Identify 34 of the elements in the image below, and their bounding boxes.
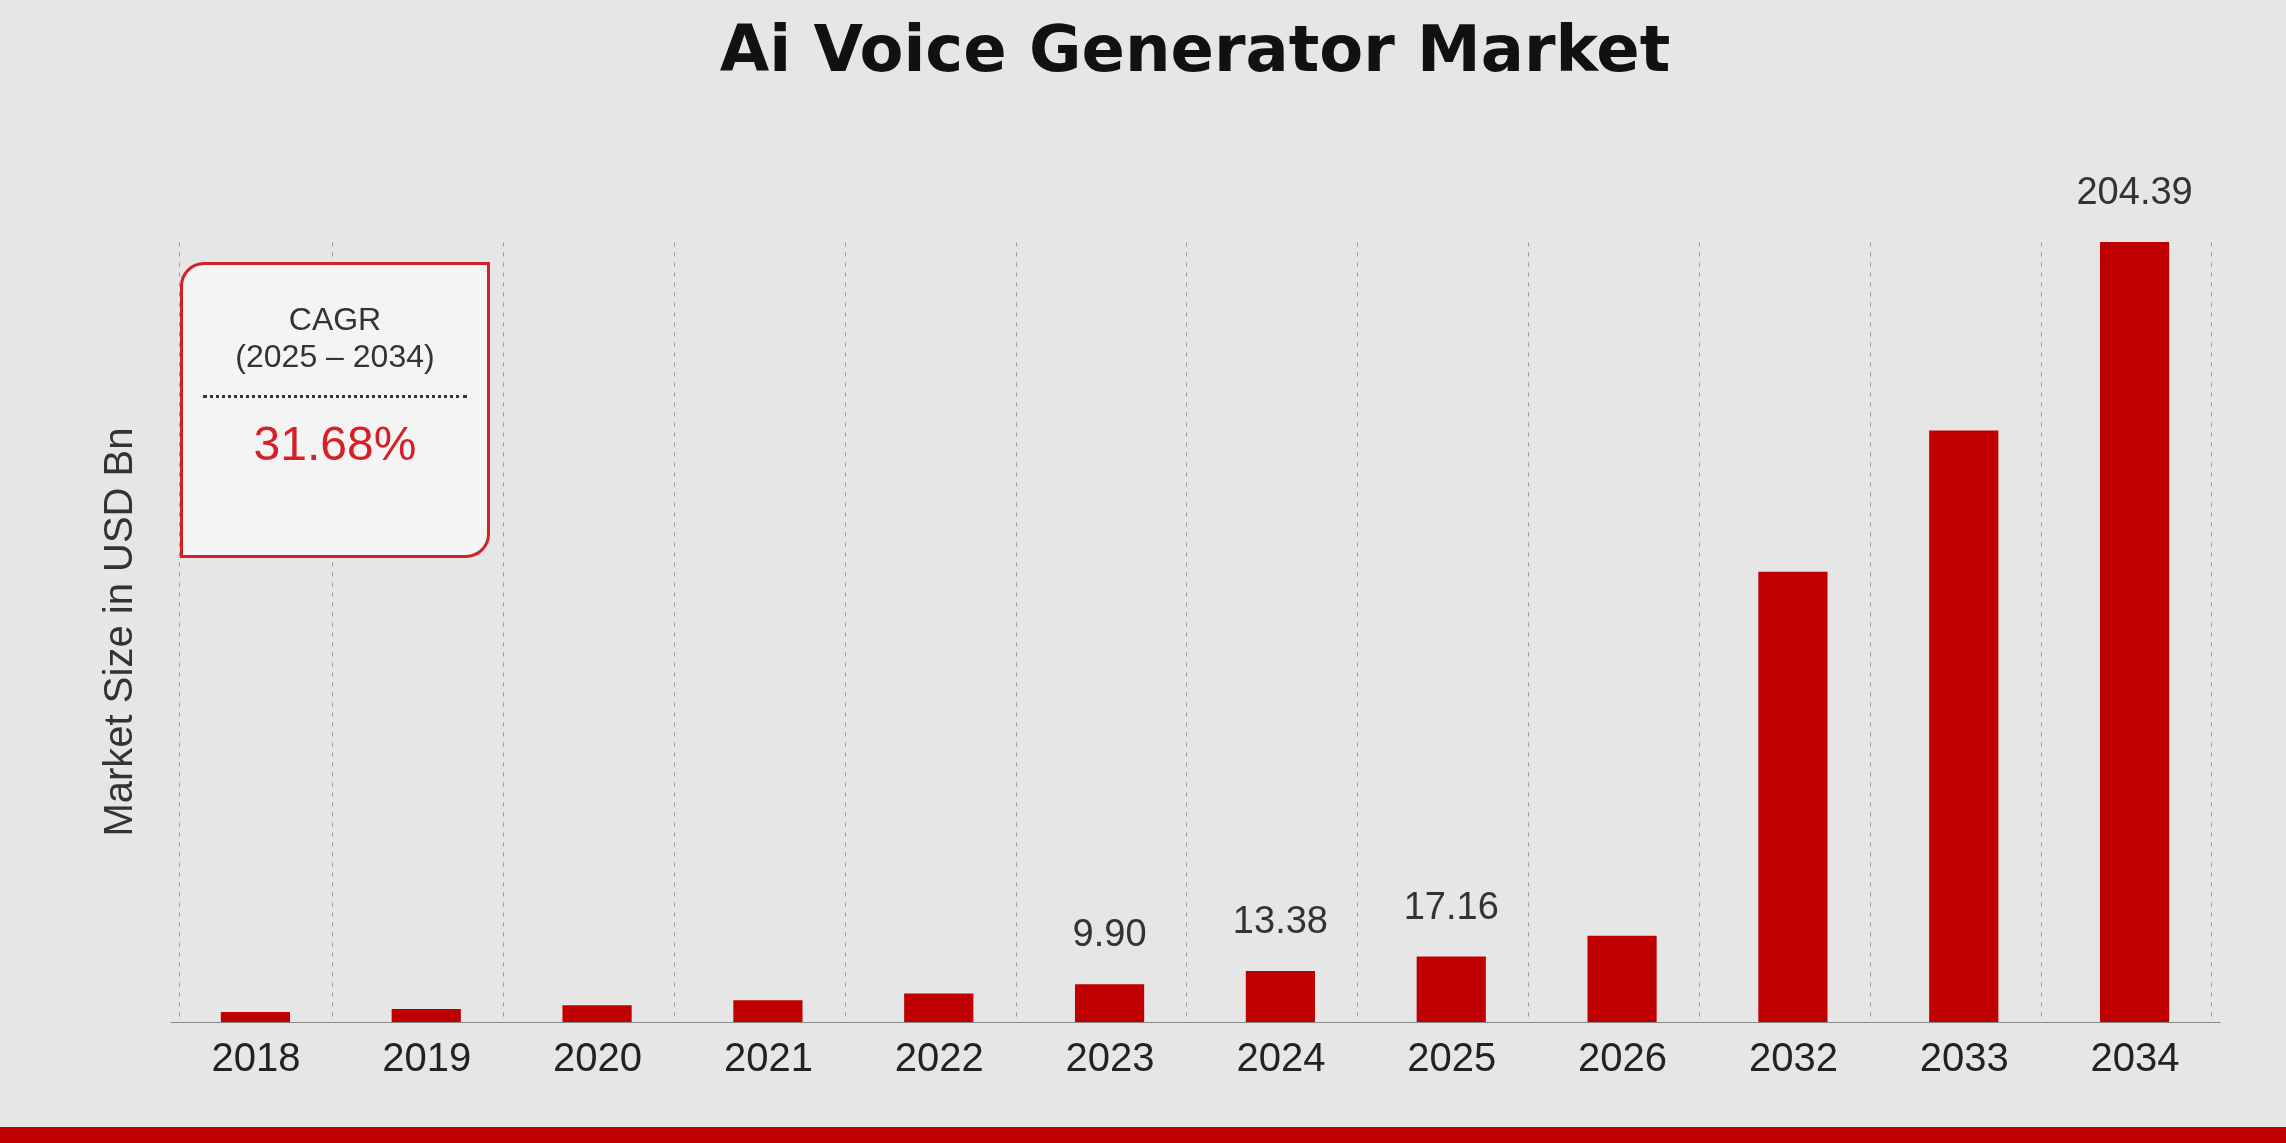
bar bbox=[220, 1012, 291, 1022]
x-tick-label: 2020 bbox=[553, 1034, 643, 1079]
chart-title: Ai Voice Generator Market bbox=[719, 12, 1671, 86]
bar bbox=[733, 1000, 803, 1022]
bar bbox=[2099, 242, 2170, 1022]
x-tick-label: 2033 bbox=[1919, 1034, 2009, 1079]
x-tick-label: 2024 bbox=[1236, 1034, 1326, 1079]
y-axis-title: Market Size in USD Bn bbox=[96, 427, 140, 837]
x-tick-label: 2023 bbox=[1065, 1034, 1155, 1079]
bar bbox=[1929, 430, 1999, 1022]
bar bbox=[562, 1005, 632, 1022]
bar bbox=[1245, 970, 1316, 1022]
annotation: (2025 – 2034) bbox=[234, 338, 436, 375]
data-label: 13.38 bbox=[1232, 898, 1328, 941]
bar bbox=[1416, 956, 1486, 1022]
x-tick-label: 2018 bbox=[211, 1034, 301, 1079]
x-tick-label: 2034 bbox=[2090, 1034, 2180, 1079]
callout-card: CAGR (2025 – 2034) 31.68% bbox=[180, 262, 490, 558]
x-tick-label: 2026 bbox=[1578, 1034, 1668, 1079]
x-tick-label: 2025 bbox=[1407, 1034, 1497, 1079]
annotation: CAGR bbox=[287, 301, 383, 338]
data-label: 204.39 bbox=[2076, 170, 2193, 212]
bar bbox=[1074, 984, 1145, 1022]
bar bbox=[1758, 571, 1828, 1022]
bar bbox=[904, 993, 974, 1022]
x-tick-label: 2022 bbox=[894, 1034, 984, 1079]
x-tick-label: 2021 bbox=[723, 1034, 813, 1079]
x-tick-label: 2019 bbox=[382, 1034, 472, 1079]
annotation: 31.68% bbox=[252, 416, 418, 471]
bar bbox=[1587, 935, 1657, 1022]
data-label: 17.16 bbox=[1403, 884, 1499, 927]
x-tick-label: 2032 bbox=[1748, 1034, 1838, 1079]
bar bbox=[391, 1009, 461, 1022]
data-label: 9.90 bbox=[1072, 912, 1147, 955]
